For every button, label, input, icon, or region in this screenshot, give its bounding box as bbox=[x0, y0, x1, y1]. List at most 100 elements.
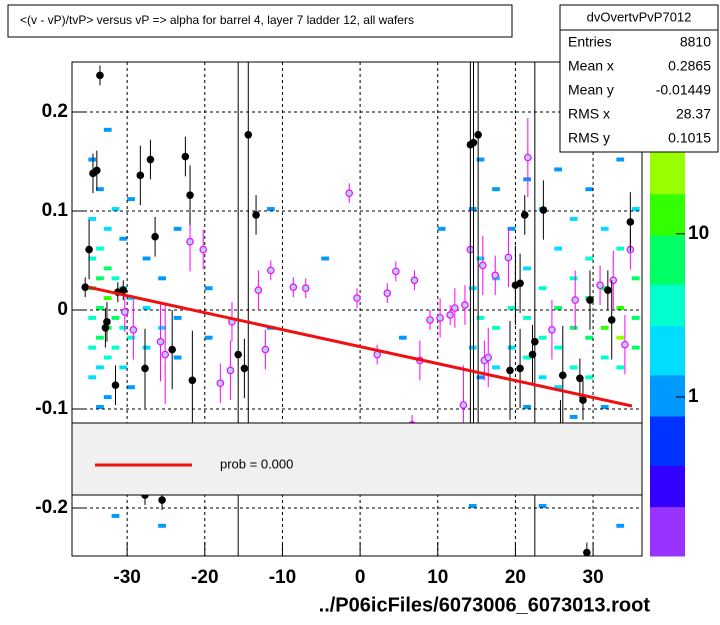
heat-cell bbox=[476, 315, 485, 320]
palette-step bbox=[650, 169, 685, 178]
stats-value: 28.37 bbox=[676, 106, 711, 122]
heat-cell bbox=[96, 405, 104, 409]
z-tick-label: 10 bbox=[688, 223, 709, 244]
heat-cell bbox=[127, 385, 135, 390]
heat-cell bbox=[204, 286, 213, 291]
profile-point-open bbox=[451, 304, 459, 312]
y-tick-label: -0.2 bbox=[35, 497, 68, 518]
heat-cell bbox=[103, 296, 112, 301]
heat-cell bbox=[111, 345, 120, 350]
profile-point bbox=[146, 155, 155, 164]
heat-cell bbox=[103, 127, 112, 132]
profile-point bbox=[186, 191, 194, 199]
profile-point bbox=[558, 371, 567, 380]
palette-step bbox=[650, 226, 685, 236]
heat-cell bbox=[468, 504, 477, 508]
palette-step bbox=[650, 514, 685, 524]
stats-value: 0.2865 bbox=[668, 58, 711, 74]
profile-point bbox=[96, 71, 104, 80]
palette-step bbox=[650, 292, 685, 302]
y-tick-label: 0.2 bbox=[42, 101, 68, 122]
palette-step bbox=[650, 490, 685, 499]
chart-title: <(v - vP)/tvP> versus vP => alpha for ba… bbox=[20, 13, 414, 27]
heat-cell bbox=[616, 365, 625, 370]
heat-cell bbox=[569, 325, 578, 330]
profile-point bbox=[141, 364, 149, 373]
palette-step bbox=[650, 473, 685, 483]
y-tick-label: 0 bbox=[57, 299, 68, 320]
palette-step bbox=[650, 210, 685, 219]
profile-point-open bbox=[621, 340, 629, 349]
palette-step bbox=[650, 276, 685, 285]
palette-step bbox=[650, 358, 685, 368]
palette-step bbox=[650, 234, 685, 244]
profile-point-open bbox=[426, 316, 434, 324]
profile-point bbox=[520, 211, 529, 219]
profile-point-open bbox=[383, 289, 392, 297]
profile-point-open bbox=[254, 286, 263, 294]
heat-cell bbox=[507, 306, 516, 310]
palette-step bbox=[650, 341, 685, 351]
heat-cell bbox=[554, 306, 563, 310]
palette-step bbox=[650, 300, 685, 310]
profile-point-open bbox=[121, 308, 129, 316]
heat-cell bbox=[569, 414, 578, 419]
heat-cell bbox=[96, 365, 104, 370]
heat-cell bbox=[538, 335, 547, 340]
profile-point bbox=[579, 396, 587, 404]
profile-point bbox=[93, 166, 101, 175]
profile-point-open bbox=[199, 245, 208, 254]
heat-cell bbox=[103, 355, 112, 360]
heat-cell bbox=[158, 325, 166, 330]
profile-point-open bbox=[491, 271, 500, 280]
profile-point-open bbox=[548, 325, 556, 334]
heat-cell bbox=[142, 345, 151, 350]
palette-step bbox=[650, 465, 685, 475]
legend-label: prob = 0.000 bbox=[220, 456, 293, 471]
x-tick-label: -20 bbox=[191, 567, 218, 588]
title-box bbox=[7, 4, 513, 38]
profile-point bbox=[604, 286, 612, 294]
profile-point bbox=[539, 206, 548, 214]
profile-point bbox=[136, 171, 145, 180]
heat-cell bbox=[173, 226, 182, 231]
palette-step bbox=[650, 547, 685, 557]
palette-step bbox=[650, 309, 685, 318]
heat-cell bbox=[266, 207, 275, 211]
heat-cell bbox=[523, 405, 531, 409]
palette-step bbox=[650, 325, 685, 335]
profile-point bbox=[252, 211, 260, 219]
heat-cell bbox=[158, 276, 166, 281]
x-axis-label: ../P06icFiles/6073006_6073013.root bbox=[319, 594, 651, 616]
profile-point-open bbox=[524, 153, 532, 162]
heat-cell bbox=[538, 286, 547, 291]
heat-cell bbox=[538, 375, 547, 380]
profile-point-open bbox=[226, 366, 235, 375]
heat-cell bbox=[554, 246, 563, 251]
heat-cell bbox=[631, 207, 640, 211]
profile-point bbox=[111, 381, 120, 390]
profile-point-open bbox=[484, 353, 493, 362]
palette-step bbox=[650, 374, 685, 384]
profile-point-open bbox=[345, 189, 354, 197]
y-tick-label: -0.1 bbox=[35, 398, 68, 419]
palette-step bbox=[650, 317, 685, 326]
profile-point bbox=[469, 138, 478, 147]
palette-step bbox=[650, 284, 685, 294]
heat-cell bbox=[569, 365, 578, 370]
profile-point bbox=[516, 279, 524, 288]
heat-cell bbox=[88, 256, 97, 261]
profile-point bbox=[81, 283, 90, 292]
heat-cell bbox=[492, 365, 500, 370]
heat-cell bbox=[111, 207, 120, 211]
profile-point bbox=[528, 350, 537, 359]
profile-point bbox=[181, 152, 190, 161]
plot-area bbox=[72, 62, 642, 556]
heat-cell bbox=[96, 276, 104, 281]
palette-step bbox=[650, 440, 685, 450]
heat-cell bbox=[119, 365, 128, 370]
heat-cell bbox=[321, 256, 330, 261]
profile-point bbox=[244, 130, 253, 139]
profile-point bbox=[583, 548, 591, 556]
